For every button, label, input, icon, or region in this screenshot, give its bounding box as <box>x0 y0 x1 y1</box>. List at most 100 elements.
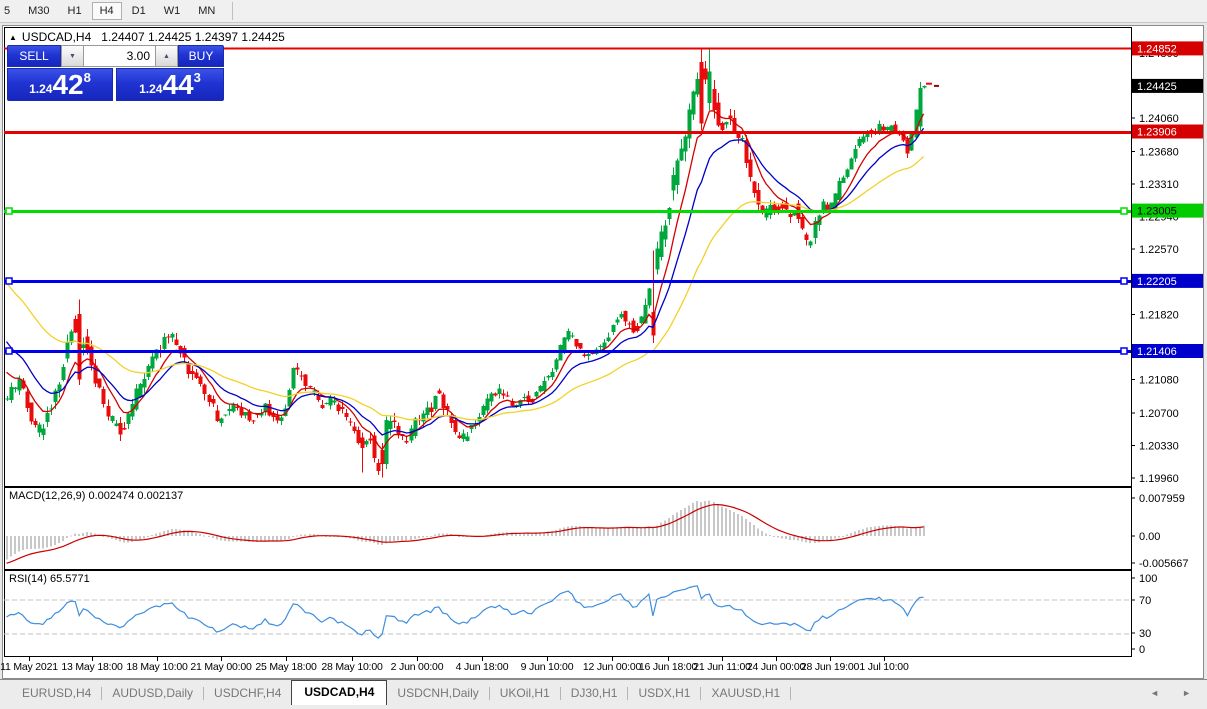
tab-scroll-left-icon[interactable]: ◄ <box>1150 688 1159 698</box>
macd-axis-label: 0.007959 <box>1139 493 1185 505</box>
rsi-label: RSI(14) 65.5771 <box>9 573 90 585</box>
tab-scroll-right-icon[interactable]: ► <box>1182 688 1191 698</box>
price-tick-label: 1.20700 <box>1139 408 1179 420</box>
tab-divider <box>101 687 103 700</box>
bid-price-button[interactable]: 1.24 42 8 <box>7 68 113 101</box>
chart-symbol-label: USDCAD,H4 <box>21 30 92 44</box>
time-label: 4 Jun 18:00 <box>456 661 509 673</box>
tab-usdchf[interactable]: USDCHF,H4 <box>214 686 282 700</box>
hline-handle[interactable] <box>5 207 13 215</box>
tf-button-m30[interactable]: M30 <box>28 5 50 17</box>
tf-button-w1[interactable]: W1 <box>163 5 181 17</box>
time-label: 13 May 18:00 <box>61 661 123 673</box>
price-tick-label: 1.23680 <box>1139 146 1179 158</box>
hline-handle[interactable] <box>1120 347 1128 355</box>
hline-handle[interactable] <box>1120 207 1128 215</box>
rsi-axis-label: 0 <box>1139 644 1145 656</box>
time-label: 12 Jun 00:00 <box>583 661 642 673</box>
time-label: 9 Jun 10:00 <box>521 661 574 673</box>
tab-dj30[interactable]: DJ30,H1 <box>570 686 618 700</box>
current-price-badge-label: 1.24425 <box>1137 81 1177 93</box>
price-tick-label: 1.23310 <box>1139 179 1179 191</box>
macd-axis-label: -0.005667 <box>1139 558 1189 570</box>
ask-price-button[interactable]: 1.24 44 3 <box>116 68 224 101</box>
level-badge-label: 1.22205 <box>1137 276 1177 288</box>
level-badge-label: 1.24852 <box>1137 43 1177 55</box>
time-label: 25 May 18:00 <box>255 661 317 673</box>
bid-prefix: 1.24 <box>29 82 53 96</box>
tab-divider <box>559 687 561 700</box>
time-label: 21 May 00:00 <box>190 661 252 673</box>
level-badge-label: 1.23906 <box>1137 127 1177 139</box>
level-badge-label: 1.21406 <box>1137 346 1177 358</box>
one-click-trading-panel: SELL ▼ 3.00 ▲ BUY 1.24 42 8 1.24 44 3 <box>7 45 224 101</box>
price-tick-label: 1.20330 <box>1139 441 1179 453</box>
collapse-subwindow-icon[interactable]: ▲ <box>9 33 17 42</box>
volume-increase-button[interactable]: ▲ <box>155 45 178 67</box>
tab-divider <box>790 687 792 700</box>
tf-button-h1[interactable]: H1 <box>67 5 82 17</box>
hline-handle[interactable] <box>5 277 13 285</box>
tf-button-mn[interactable]: MN <box>198 5 216 17</box>
time-label: 18 May 10:00 <box>126 661 188 673</box>
time-label: 28 May 10:00 <box>321 661 383 673</box>
level-badge <box>1132 203 1203 218</box>
current-price-badge <box>1132 78 1203 93</box>
volume-decrease-button[interactable]: ▼ <box>61 45 84 67</box>
tab-divider <box>203 687 205 700</box>
ask-pip-digit: 3 <box>193 70 201 85</box>
rsi-axis-label: 100 <box>1139 573 1157 585</box>
tab-usdcad-active[interactable]: USDCAD,H4 <box>291 680 388 705</box>
tab-audusd[interactable]: AUDUSD,Daily <box>112 686 194 700</box>
level-badge <box>1132 344 1203 358</box>
price-tick-label: 1.21080 <box>1139 375 1179 387</box>
level-badge <box>1132 124 1203 139</box>
level-badge <box>1132 273 1203 288</box>
level-badge <box>1132 41 1203 56</box>
time-label: 21 Jun 11:00 <box>693 661 751 673</box>
tab-usdx[interactable]: USDX,H1 <box>638 686 691 700</box>
bid-pip-digit: 8 <box>83 70 91 85</box>
time-label: 2 Jun 00:00 <box>391 661 444 673</box>
bid-main-digits: 42 <box>52 69 84 100</box>
chart-ohlc-values: 1.24407 1.24425 1.24397 1.24425 <box>101 30 285 44</box>
main-panel <box>4 27 1132 487</box>
sell-button[interactable]: SELL <box>7 45 61 67</box>
buy-button[interactable]: BUY <box>178 45 224 67</box>
toolbar-separator <box>232 2 234 20</box>
ask-prefix: 1.24 <box>139 82 163 96</box>
tab-eurusd[interactable]: EURUSD,H4 <box>22 686 92 700</box>
tab-divider <box>627 687 629 700</box>
tf-button-h4[interactable]: H4 <box>91 2 122 20</box>
price-tick-label: 1.19960 <box>1139 473 1179 485</box>
tf-button-d1[interactable]: D1 <box>131 5 146 17</box>
candles-layer <box>5 48 927 478</box>
volume-input[interactable]: 3.00 <box>84 45 155 67</box>
hline-handle[interactable] <box>1120 277 1128 285</box>
chart-tab-bar: EURUSD,H4 AUDUSD,Daily USDCHF,H4 USDCAD,… <box>0 679 1207 709</box>
rsi-axis-label: 30 <box>1139 628 1151 640</box>
time-label: 16 Jun 18:00 <box>639 661 698 673</box>
tab-ukoil[interactable]: UKOil,H1 <box>499 686 550 700</box>
macd-signal-line <box>6 503 924 564</box>
ma-line-16 <box>5 127 925 436</box>
ma-line-40 <box>5 156 925 421</box>
price-tick-label: 1.21820 <box>1139 310 1179 322</box>
price-tick-label: 1.22570 <box>1139 244 1179 256</box>
ask-main-digits: 44 <box>162 69 194 100</box>
tab-xauusd[interactable]: XAUUSD,H1 <box>711 686 781 700</box>
price-tick-label: 1.24060 <box>1139 113 1179 125</box>
chart-title: ▲ USDCAD,H4 1.24407 1.24425 1.24397 1.2442… <box>9 30 285 44</box>
time-label: 11 May 2021 <box>0 661 58 673</box>
time-label: 1 Jul 10:00 <box>859 661 909 673</box>
hline-handle[interactable] <box>5 347 13 355</box>
timeframe-toolbar: 5 M30 H1 H4 D1 W1 MN <box>0 0 1207 23</box>
level-badge-label: 1.23005 <box>1137 206 1177 218</box>
macd-axis-label: 0.00 <box>1139 531 1160 543</box>
spinner-down-icon: ▼ <box>69 52 76 60</box>
tab-divider <box>488 687 490 700</box>
tab-usdcnh[interactable]: USDCNH,Daily <box>397 686 479 700</box>
tf-button-m5[interactable]: 5 <box>4 5 11 17</box>
rsi-panel <box>4 570 1132 657</box>
